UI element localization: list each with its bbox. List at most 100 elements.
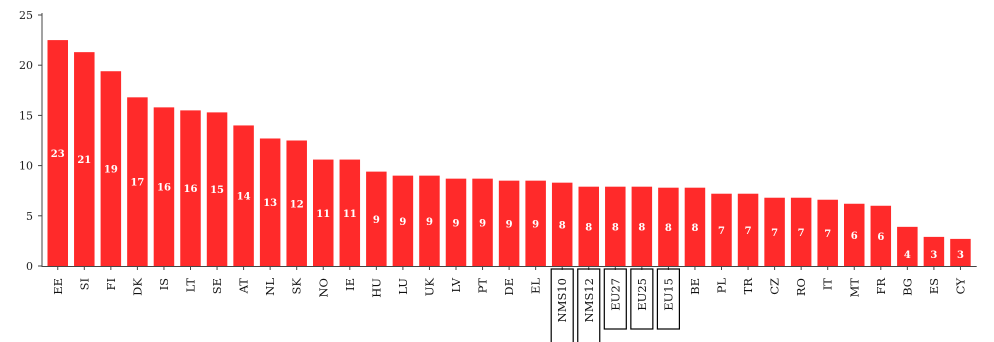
category-label: CY (953, 278, 967, 295)
category-label: DK (130, 278, 144, 296)
bar (313, 159, 334, 266)
data-label: 23 (51, 149, 65, 160)
axes: 0 5 10 15 20 25 (19, 9, 977, 273)
data-label: 16 (184, 184, 198, 195)
highlight-box (577, 268, 601, 342)
category-label: AT (237, 278, 251, 295)
category-label: LV (449, 277, 463, 292)
category-label: EU15 (661, 278, 675, 311)
bar (551, 182, 573, 266)
bar (658, 187, 679, 266)
data-label: 12 (290, 199, 304, 210)
category-label: NMS10 (555, 278, 569, 322)
category-label: BG (900, 278, 914, 296)
category-label: SI (77, 278, 91, 290)
category-label: EU25 (635, 278, 649, 311)
highlight-box (550, 268, 574, 342)
data-label: 7 (824, 229, 831, 240)
data-label: 8 (665, 223, 672, 234)
category-label: EL (529, 278, 543, 294)
highlight-box (630, 268, 654, 330)
category-label: CZ (768, 278, 782, 295)
data-label: 17 (130, 178, 144, 189)
bar (923, 236, 945, 266)
data-label: 3 (930, 250, 937, 261)
category-label: NL (263, 278, 277, 296)
data-label: 8 (585, 222, 592, 233)
data-label: 19 (104, 165, 118, 176)
category-label: PT (476, 278, 490, 294)
y-tick-label: 0 (26, 260, 33, 273)
category-label: SK (290, 278, 304, 295)
data-label: 8 (691, 223, 698, 234)
category-label: IS (157, 278, 171, 291)
bar (47, 40, 68, 266)
bar (180, 110, 201, 266)
bar (233, 125, 254, 266)
category-label: ES (927, 278, 941, 294)
data-label: 6 (877, 232, 884, 243)
bar (817, 199, 838, 266)
bar (605, 186, 626, 266)
bar (472, 178, 493, 266)
data-label: 8 (612, 222, 619, 233)
category-label: PL (715, 278, 729, 294)
category-label: BE (688, 278, 702, 295)
data-label: 8 (559, 220, 566, 231)
bar (100, 71, 122, 266)
category-label: IE (343, 278, 357, 291)
category-label: MT (847, 278, 861, 298)
value-labels-group: 23 21 19 17 16 16 15 14 13 12 11 11 9 9 9 9 9 9 9 8 8 8 8 8 8 7 7 7… (51, 149, 964, 261)
data-label: 9 (426, 217, 433, 228)
category-label: TR (741, 278, 755, 295)
data-label: 11 (343, 209, 357, 220)
data-label: 3 (957, 250, 964, 261)
y-tick-label: 15 (19, 109, 33, 122)
category-label: DE (502, 278, 516, 296)
data-label: 9 (532, 219, 539, 230)
data-label: 9 (399, 217, 406, 228)
category-label: HU (369, 278, 383, 298)
category-label: RO (794, 278, 808, 296)
bar (206, 112, 228, 266)
bar (870, 205, 892, 266)
bar (764, 197, 785, 266)
data-label: 15 (210, 185, 224, 196)
bar (897, 226, 918, 266)
highlight-box (656, 268, 681, 330)
bar (790, 197, 812, 266)
data-label: 4 (904, 250, 911, 261)
y-tick-label: 5 (26, 210, 33, 223)
bar (392, 175, 414, 266)
category-label: NO (316, 278, 330, 298)
data-label: 11 (316, 209, 330, 220)
highlight-box (603, 268, 627, 330)
bar (711, 193, 732, 266)
category-label: UK (422, 278, 436, 297)
bar (578, 186, 599, 266)
bar (950, 238, 971, 266)
bar (631, 186, 653, 266)
category-labels-group: EE SI FI DK IS LT SE AT NL SK NO IE HU LU UK LV PT DE EL NM… (51, 268, 967, 342)
data-label: 7 (718, 226, 725, 237)
category-label: IT (821, 278, 835, 291)
bar (419, 175, 440, 266)
bar (339, 159, 361, 266)
data-label: 9 (453, 218, 460, 229)
bar (684, 187, 706, 266)
bar (259, 138, 281, 266)
category-label: LT (184, 278, 198, 293)
bar (366, 171, 387, 266)
bars-group (47, 40, 971, 267)
category-label: EU27 (608, 278, 622, 311)
bar (153, 107, 175, 266)
category-label: FI (104, 278, 118, 291)
category-label: EE (51, 278, 65, 295)
bar (844, 203, 865, 266)
data-label: 7 (798, 228, 805, 239)
y-tick-label: 20 (19, 59, 33, 72)
data-label: 9 (373, 215, 380, 226)
y-tick-label: 10 (19, 160, 33, 173)
category-label: FR (874, 278, 888, 295)
